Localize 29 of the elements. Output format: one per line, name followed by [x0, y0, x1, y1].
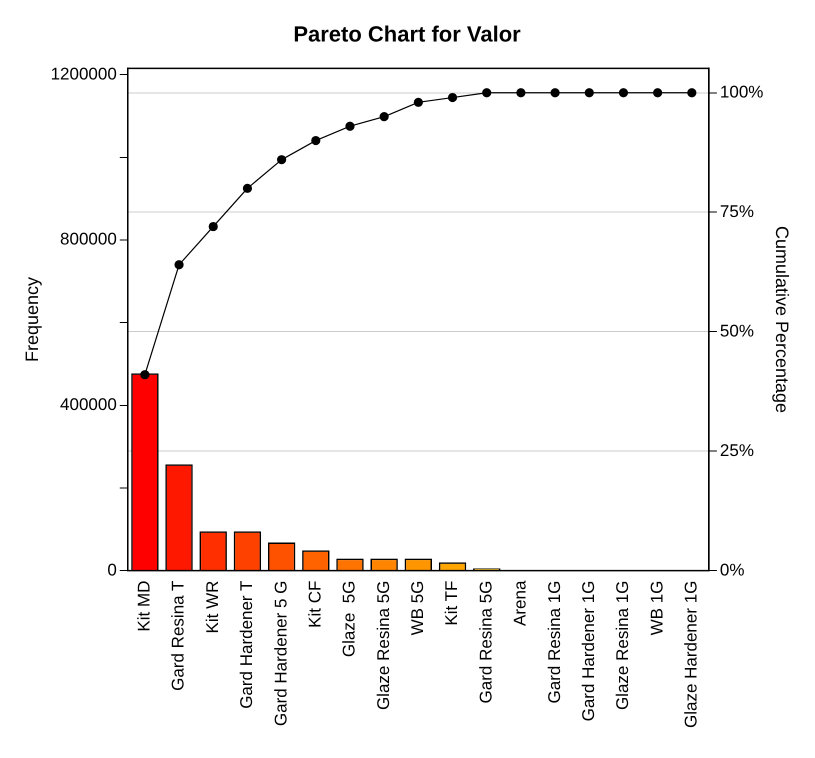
x-tick-label: Kit TF: [442, 580, 462, 626]
y2-tick-label: 50%: [720, 321, 754, 340]
y2-tick-label: 25%: [720, 440, 754, 460]
x-tick-label: Gard Hardener T: [237, 580, 256, 709]
x-tick-label: Glaze Resina 1G: [613, 580, 632, 710]
y-axis-title: Frequency: [22, 276, 42, 362]
x-tick-label: Arena: [510, 580, 530, 626]
y-tick-label: 400000: [60, 394, 117, 414]
x-tick-label: Gard Hardener 5 G: [271, 580, 290, 726]
y2-axis-title: Cumulative Percentage: [772, 226, 792, 414]
x-tick-label: WB 5G: [408, 580, 428, 636]
x-tick-label: Kit MD: [134, 580, 154, 632]
x-tick-label: Kit WR: [202, 580, 222, 634]
x-tick-label: Glaze 5G: [340, 580, 359, 658]
x-tick-label: WB 1G: [647, 580, 666, 636]
y2-tick-label: 75%: [720, 202, 754, 221]
y2-tick-label: 100%: [720, 82, 764, 102]
x-tick-label: Gard Resina 1G: [544, 580, 564, 704]
x-tick-label: Gard Resina 5G: [476, 580, 496, 704]
x-tick-label: Glaze Hardener 1G: [682, 580, 701, 728]
y-tick-label: 1200000: [50, 64, 117, 84]
x-tick-label: Gard Hardener 1G: [578, 580, 598, 722]
y2-tick-label: 0%: [720, 560, 744, 580]
chart-title: Pareto Chart for Valor: [293, 21, 522, 46]
x-tick-label: Kit CF: [305, 580, 324, 628]
y-tick-label: 0: [107, 560, 117, 580]
y-tick-label: 800000: [60, 230, 117, 249]
x-tick-label: Gard Resina T: [168, 580, 188, 691]
x-tick-label: Glaze Resina 5G: [374, 580, 393, 710]
